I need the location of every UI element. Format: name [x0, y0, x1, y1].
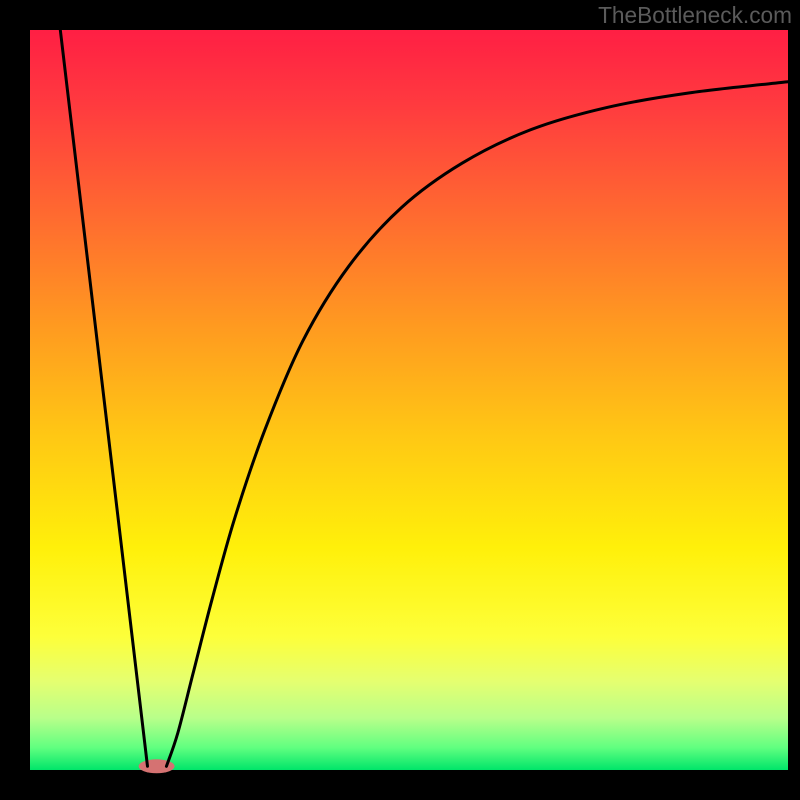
watermark-label: TheBottleneck.com [598, 2, 792, 29]
chart-container: { "watermark": { "text": "TheBottleneck.… [0, 0, 800, 800]
plot-background [30, 30, 788, 770]
chart-svg [0, 0, 800, 800]
